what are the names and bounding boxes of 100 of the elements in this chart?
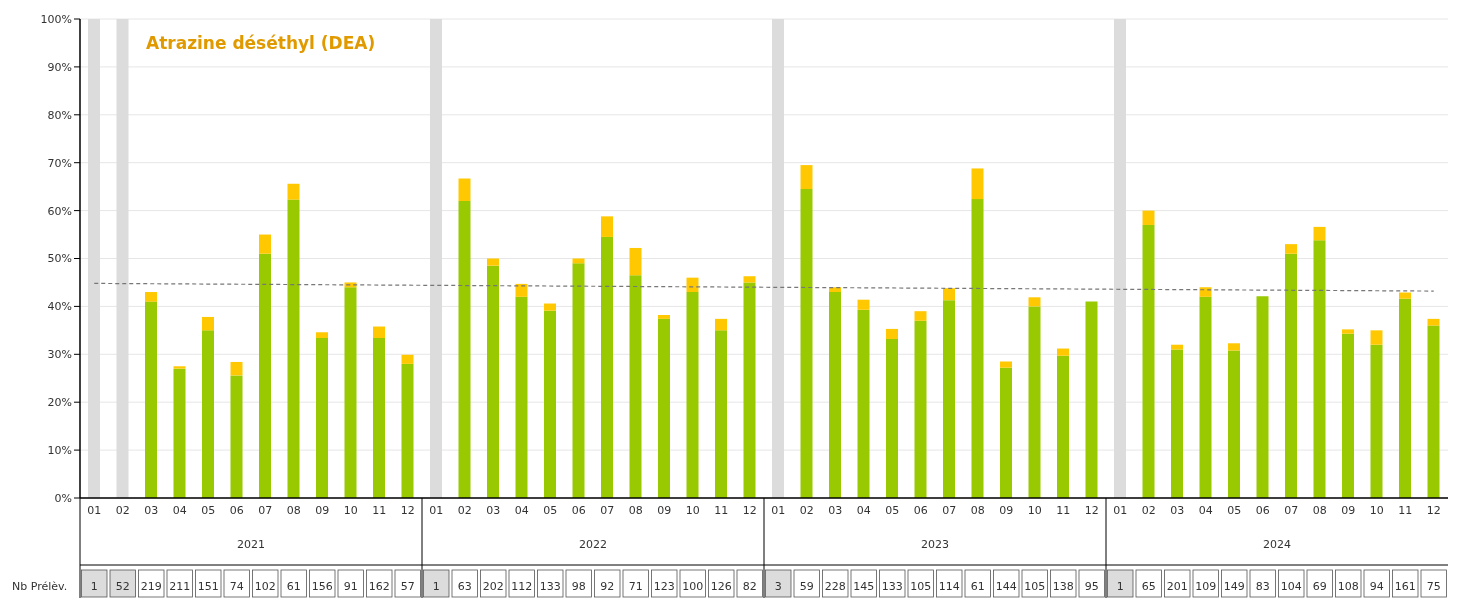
text: 156 <box>311 580 333 593</box>
bar <box>230 375 243 498</box>
bar <box>544 303 556 311</box>
bar <box>259 253 271 498</box>
text: 123 <box>653 580 675 593</box>
x-tick-label: 02 <box>1141 503 1156 517</box>
bar <box>1427 318 1440 326</box>
text: 126 <box>710 580 732 593</box>
bar <box>1028 297 1041 307</box>
bar <box>544 310 556 498</box>
text: 162 <box>368 580 390 593</box>
bar <box>1142 224 1155 498</box>
text: 94 <box>1369 580 1384 593</box>
bar <box>629 247 642 276</box>
x-tick-label: 09 <box>315 503 330 517</box>
x-tick-label: 03 <box>486 503 501 517</box>
bar <box>1057 348 1069 356</box>
bar <box>1427 325 1440 498</box>
x-tick-label: 06 <box>571 503 586 517</box>
x-tick-label: 06 <box>913 503 928 517</box>
x-tick-label: 07 <box>1284 503 1299 517</box>
text: 105 <box>1024 580 1046 593</box>
x-tick-label: 03 <box>144 503 159 517</box>
bar <box>316 332 328 339</box>
text: Atrazine déséthyl (DEA) <box>146 33 376 53</box>
bar <box>1285 253 1297 498</box>
text: 104 <box>1280 580 1302 593</box>
text: 83 <box>1255 580 1270 593</box>
bar <box>1057 355 1069 498</box>
bar <box>316 338 328 498</box>
bar <box>971 199 984 498</box>
x-tick-label: 07 <box>600 503 615 517</box>
text: 69 <box>1312 580 1327 593</box>
text: 71 <box>628 580 643 593</box>
text: 133 <box>881 580 903 593</box>
bar <box>1370 344 1383 498</box>
bar <box>173 368 186 498</box>
x-tick-label: 02 <box>457 503 472 517</box>
x-tick-label: 09 <box>1341 503 1356 517</box>
x-tick-label: 01 <box>87 503 102 517</box>
bar <box>287 199 300 498</box>
text: 61 <box>970 580 985 593</box>
bar <box>1199 296 1212 498</box>
text: 57 <box>400 580 415 593</box>
bar <box>373 338 385 498</box>
x-tick-label: 04 <box>1198 503 1213 517</box>
text: 92 <box>600 580 615 593</box>
text: 59 <box>799 580 814 593</box>
x-tick-label: 04 <box>856 503 871 517</box>
bar <box>173 366 186 369</box>
bar <box>1199 287 1212 297</box>
x-tick-label: 10 <box>1369 503 1384 517</box>
text: 65 <box>1141 580 1156 593</box>
bar <box>1399 298 1411 498</box>
x-tick-label: 01 <box>771 503 786 517</box>
x-tick-label: 05 <box>201 503 216 517</box>
x-tick-label: 01 <box>1113 503 1128 517</box>
text: 114 <box>938 580 960 593</box>
bar <box>601 236 613 498</box>
text: 98 <box>571 580 586 593</box>
bar <box>487 265 499 498</box>
text: 211 <box>169 580 191 593</box>
text: 149 <box>1223 580 1245 593</box>
text: 75 <box>1426 580 1441 593</box>
text: 202 <box>482 580 504 593</box>
bar <box>1313 240 1326 498</box>
bar <box>1399 292 1411 299</box>
x-tick-label: 08 <box>286 503 301 517</box>
bar <box>344 287 357 498</box>
bar <box>629 275 642 498</box>
bar <box>515 283 528 297</box>
bar <box>202 330 214 498</box>
y-tick-label: 30% <box>47 348 72 362</box>
x-tick-label: 06 <box>1255 503 1270 517</box>
bar <box>1256 296 1269 498</box>
text: 145 <box>853 580 875 593</box>
bar <box>572 263 585 498</box>
y-tick-label: 40% <box>47 300 72 314</box>
bar <box>857 309 870 498</box>
text: Nb Prélèv. <box>12 580 68 593</box>
text: 138 <box>1052 580 1074 593</box>
x-tick-label: 02 <box>115 503 130 517</box>
bar <box>458 201 471 498</box>
bar <box>715 318 727 331</box>
x-tick-label: 08 <box>628 503 643 517</box>
bar <box>800 189 813 498</box>
text: 1 <box>432 580 440 593</box>
bar <box>373 326 385 339</box>
x-tick-label: 09 <box>999 503 1014 517</box>
bar <box>1028 306 1041 498</box>
x-tick-label: 10 <box>343 503 358 517</box>
y-tick-label: 20% <box>47 396 72 410</box>
text: 2022 <box>579 538 607 551</box>
bar <box>1085 301 1098 498</box>
x-tick-label: 08 <box>1312 503 1327 517</box>
bar <box>487 258 499 266</box>
x-tick-label: 07 <box>258 503 273 517</box>
bar <box>1171 349 1183 498</box>
bar <box>1228 350 1240 498</box>
x-tick-label: 03 <box>828 503 843 517</box>
